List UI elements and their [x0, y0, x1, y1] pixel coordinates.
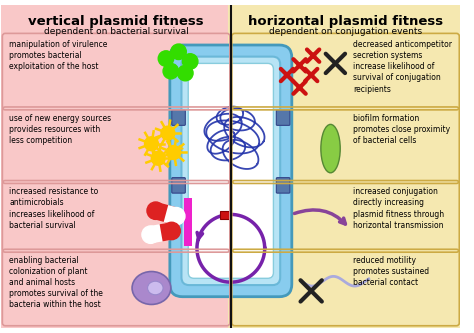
Polygon shape [154, 202, 179, 225]
Text: increased resistance to
antimicrobials
increases likelihood of
bacterial surviva: increased resistance to antimicrobials i… [9, 187, 99, 230]
Text: horizontal plasmid fitness: horizontal plasmid fitness [248, 15, 443, 28]
Circle shape [178, 65, 193, 81]
Circle shape [151, 152, 165, 165]
Circle shape [297, 85, 302, 90]
Text: vertical plasmid fitness: vertical plasmid fitness [28, 15, 204, 28]
Polygon shape [160, 222, 173, 241]
FancyBboxPatch shape [188, 63, 273, 278]
Text: dependent on conjugation events: dependent on conjugation events [269, 27, 422, 36]
Circle shape [297, 63, 302, 68]
Circle shape [163, 222, 180, 240]
Circle shape [309, 73, 314, 78]
FancyBboxPatch shape [228, 2, 463, 331]
Circle shape [163, 63, 179, 79]
Circle shape [158, 51, 173, 66]
Bar [220, 211, 230, 219]
Text: dependent on bacterial survival: dependent on bacterial survival [44, 27, 189, 36]
Circle shape [182, 54, 198, 69]
Text: enabling bacterial
colonization of plant
and animal hosts
promotes survival of t: enabling bacterial colonization of plant… [9, 256, 103, 309]
FancyBboxPatch shape [276, 110, 290, 125]
Text: reduced motility
promotes sustained
bacterial contact: reduced motility promotes sustained bact… [353, 256, 429, 287]
Text: decreased anticompetitor
secretion systems
increase likelihood of
survival of co: decreased anticompetitor secretion syste… [353, 40, 452, 94]
Text: increased conjugation
directly increasing
plasmid fitness through
horizontal tra: increased conjugation directly increasin… [353, 187, 444, 230]
Circle shape [145, 137, 158, 151]
Polygon shape [149, 222, 173, 243]
Ellipse shape [147, 281, 163, 295]
Circle shape [142, 226, 159, 243]
FancyBboxPatch shape [276, 177, 290, 193]
Text: manipulation of virulence
promotes bacterial
exploitation of the host: manipulation of virulence promotes bacte… [9, 40, 108, 71]
FancyBboxPatch shape [172, 177, 185, 193]
Text: use of new energy sources
provides resources with
less competition: use of new energy sources provides resou… [9, 114, 111, 145]
Circle shape [167, 146, 181, 160]
Polygon shape [164, 205, 179, 225]
FancyBboxPatch shape [170, 45, 292, 297]
Bar [184, 198, 192, 246]
FancyBboxPatch shape [172, 110, 185, 125]
FancyBboxPatch shape [0, 2, 234, 331]
Text: biofilm formation
promotes close proximity
of bacterial cells: biofilm formation promotes close proximi… [353, 114, 450, 145]
Circle shape [171, 44, 186, 60]
Ellipse shape [321, 125, 340, 173]
FancyBboxPatch shape [182, 57, 280, 285]
Circle shape [310, 53, 316, 58]
Circle shape [167, 207, 185, 225]
Circle shape [161, 126, 175, 140]
Ellipse shape [132, 271, 171, 304]
Circle shape [284, 73, 290, 78]
Circle shape [147, 202, 164, 219]
